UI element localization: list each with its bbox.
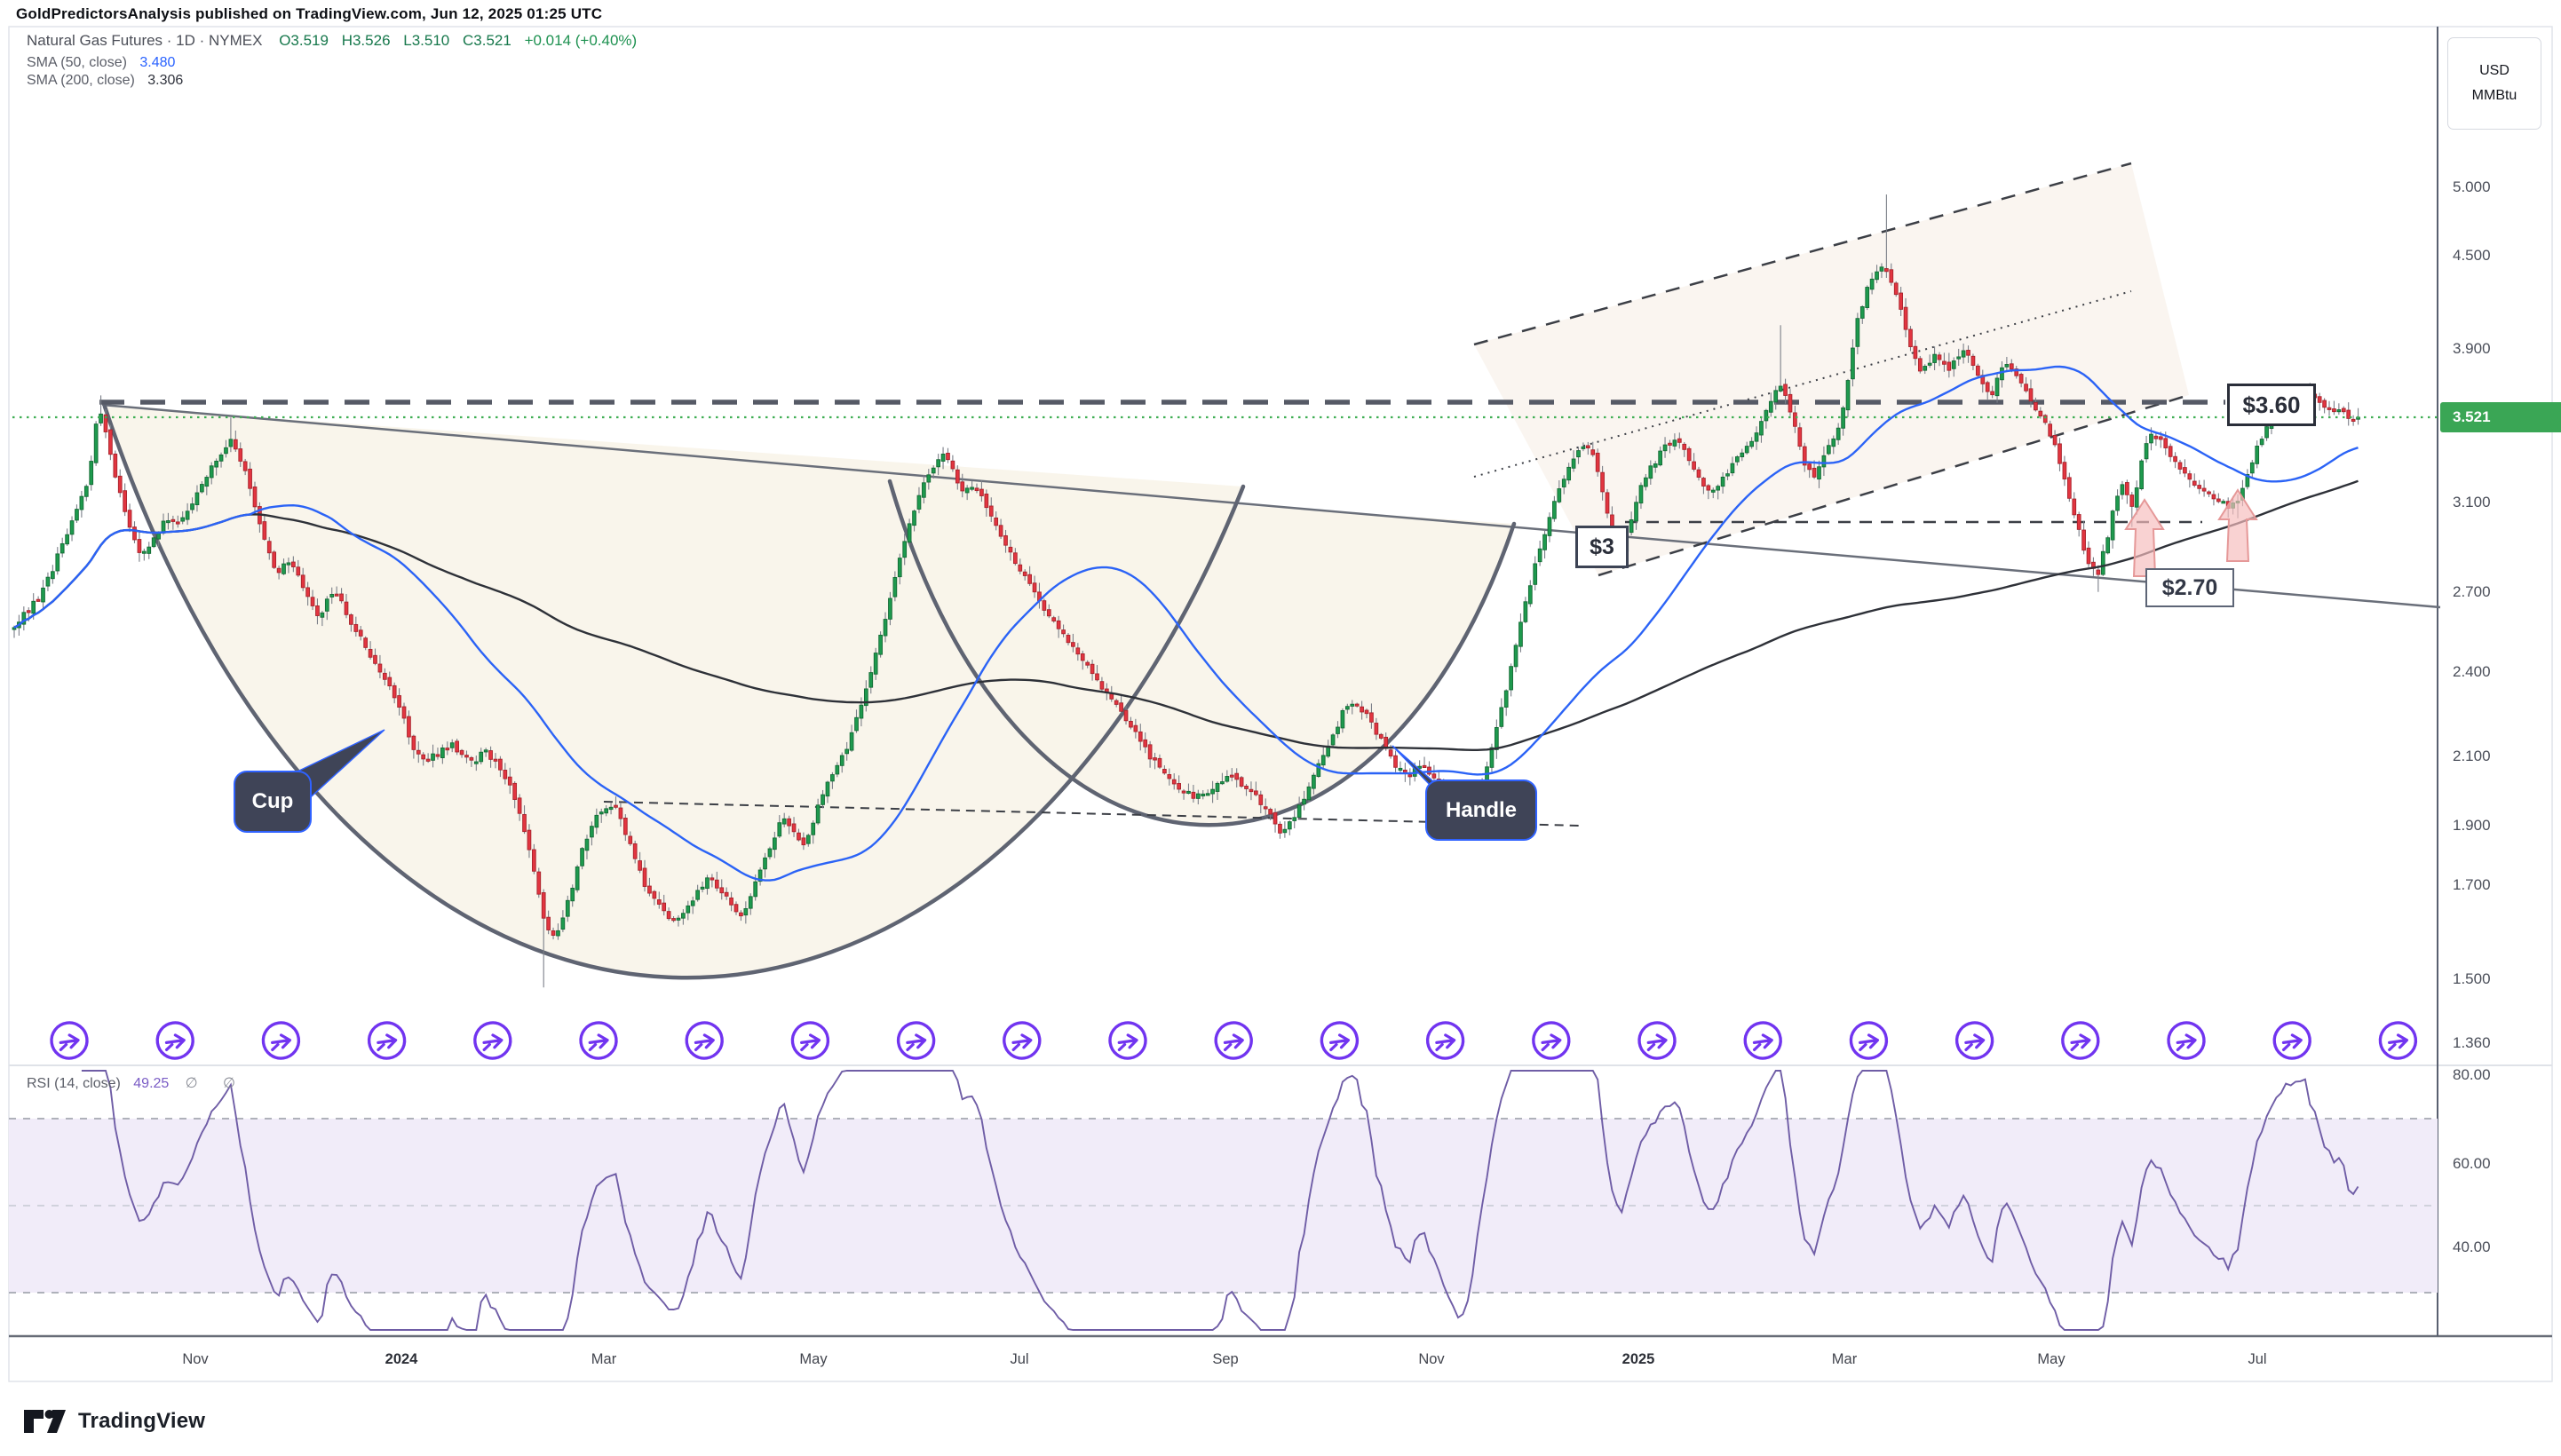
support-label-2-70: $2.70: [2145, 568, 2234, 607]
support-label-3: $3: [1575, 526, 1629, 568]
price-tick: 4.500: [2453, 247, 2491, 264]
ohlc-close: C3.521: [463, 32, 511, 49]
sma50-value: 3.480: [139, 55, 176, 70]
price-unit-box: USD MMBtu: [2447, 37, 2541, 130]
ohlc-high: H3.526: [341, 32, 391, 49]
last-price-badge: 3.521: [2440, 402, 2561, 432]
handle-callout: Handle: [1425, 779, 1537, 841]
price-tick: 1.900: [2453, 817, 2491, 834]
replay-arrow-icon: [1425, 1021, 1465, 1060]
replay-arrow-icon: [1743, 1021, 1782, 1060]
rsi-tick: 60.00: [2453, 1155, 2491, 1172]
ohlc-low: L3.510: [403, 32, 450, 49]
price-target-label-3-60: $3.60: [2227, 384, 2316, 426]
symbol-title: Natural Gas Futures · 1D · NYMEX: [27, 32, 263, 49]
ohlc-open: O3.519: [279, 32, 329, 49]
replay-arrow-icon: [155, 1021, 194, 1060]
tradingview-logo-icon: [24, 1410, 66, 1433]
time-tick: Sep: [1212, 1351, 1239, 1367]
price-tick: 3.900: [2453, 340, 2491, 357]
sma50-legend[interactable]: SMA (50, close) 3.480: [27, 55, 175, 71]
price-tick: 1.360: [2453, 1034, 2491, 1051]
rsi-empty-set-icons: ∅ ∅: [185, 1076, 247, 1091]
replay-arrow-icon: [896, 1021, 936, 1060]
replay-arrow-icon: [790, 1021, 830, 1060]
unit-mmbtu: MMBtu: [2471, 88, 2517, 103]
time-tick: May: [799, 1351, 828, 1367]
rsi-tick: 40.00: [2453, 1238, 2491, 1255]
replay-arrow-icon: [2378, 1021, 2418, 1060]
cup-callout: Cup: [234, 771, 312, 833]
replay-arrow-icon: [1849, 1021, 1889, 1060]
rsi-tick: 80.00: [2453, 1066, 2491, 1083]
price-tick: 2.700: [2453, 583, 2491, 600]
time-tick: 2025: [1621, 1351, 1655, 1367]
tradingview-logo[interactable]: TradingView: [23, 1408, 205, 1435]
replay-arrow-icon: [367, 1021, 407, 1060]
published-header: GoldPredictorsAnalysis published on Trad…: [16, 5, 603, 22]
sma200-value: 3.306: [147, 73, 184, 88]
replay-arrow-icon: [2272, 1021, 2311, 1060]
replay-arrow-icon: [50, 1021, 89, 1060]
replay-arrow-icon: [1214, 1021, 1253, 1060]
time-tick: Mar: [1831, 1351, 1858, 1367]
price-tick: 3.100: [2453, 494, 2491, 510]
ohlc-change: +0.014 (+0.40%): [524, 32, 638, 49]
symbol-legend[interactable]: Natural Gas Futures · 1D · NYMEX O3.519 …: [27, 32, 637, 50]
replay-arrow-icon: [1532, 1021, 1571, 1060]
sma200-label: SMA (200, close): [27, 73, 135, 88]
replay-arrow-icon: [1108, 1021, 1147, 1060]
time-tick: Nov: [1418, 1351, 1445, 1367]
price-tick: 2.100: [2453, 748, 2491, 764]
time-tick: Jul: [2248, 1351, 2267, 1367]
price-tick: 1.700: [2453, 876, 2491, 893]
price-tick: 1.500: [2453, 970, 2491, 987]
replay-arrow-icon: [473, 1021, 512, 1060]
replay-arrow-icon: [1637, 1021, 1677, 1060]
tradingview-logo-text: TradingView: [78, 1409, 206, 1433]
sma200-legend[interactable]: SMA (200, close) 3.306: [27, 73, 183, 89]
rsi-legend[interactable]: RSI (14, close) 49.25 ∅ ∅: [27, 1074, 246, 1092]
sma50-label: SMA (50, close): [27, 55, 127, 70]
replay-arrow-icon: [685, 1021, 724, 1060]
price-tick: 5.000: [2453, 178, 2491, 195]
time-tick: Jul: [1010, 1351, 1029, 1367]
price-tick: 2.400: [2453, 663, 2491, 680]
replay-arrow-icon: [1003, 1021, 1042, 1060]
replay-arrow-icon: [1954, 1021, 1994, 1060]
time-tick: 2024: [385, 1351, 418, 1367]
unit-usd: USD: [2479, 63, 2509, 78]
rsi-value: 49.25: [133, 1076, 170, 1091]
time-tick: May: [2037, 1351, 2065, 1367]
rsi-label: RSI (14, close): [27, 1076, 121, 1091]
time-tick: Mar: [591, 1351, 617, 1367]
replay-arrow-icon: [1320, 1021, 1360, 1060]
replay-arrow-icon: [579, 1021, 618, 1060]
replay-arrow-icon: [261, 1021, 301, 1060]
time-tick: Nov: [182, 1351, 209, 1367]
replay-arrow-icon: [2167, 1021, 2206, 1060]
replay-arrow-icon: [2061, 1021, 2100, 1060]
